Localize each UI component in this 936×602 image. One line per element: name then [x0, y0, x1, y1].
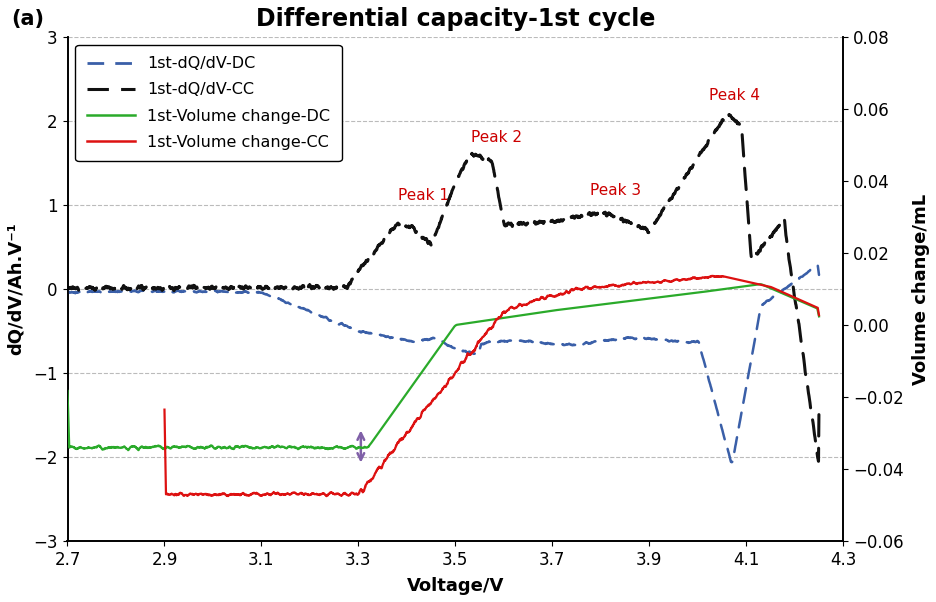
Text: Peak 4: Peak 4 — [708, 87, 759, 102]
Y-axis label: Volume change/mL: Volume change/mL — [911, 193, 929, 385]
Text: Peak 1: Peak 1 — [398, 188, 449, 203]
Text: (a): (a) — [11, 9, 44, 29]
Legend: 1st-dQ/dV-DC, 1st-dQ/dV-CC, 1st-Volume change-DC, 1st-Volume change-CC: 1st-dQ/dV-DC, 1st-dQ/dV-CC, 1st-Volume c… — [76, 45, 342, 161]
Text: Peak 3: Peak 3 — [589, 184, 640, 198]
Text: Peak 2: Peak 2 — [471, 129, 521, 144]
Title: Differential capacity-1st cycle: Differential capacity-1st cycle — [256, 7, 654, 31]
X-axis label: Voltage/V: Voltage/V — [406, 577, 504, 595]
Y-axis label: dQ/dV/Ah.V⁻¹: dQ/dV/Ah.V⁻¹ — [7, 223, 25, 355]
